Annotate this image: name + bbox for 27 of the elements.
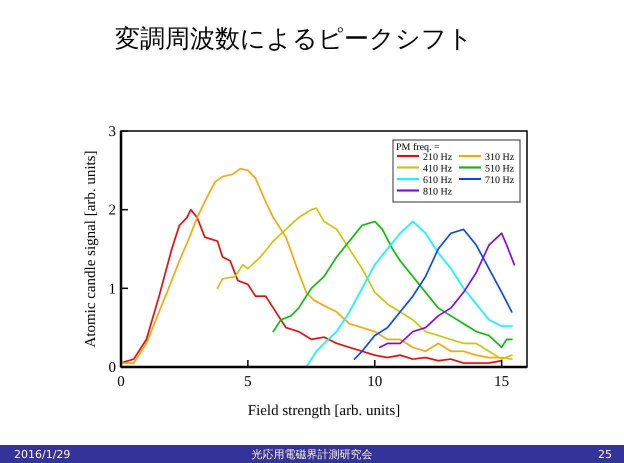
x-tick-label: 10	[367, 374, 382, 390]
legend-label: 610 Hz	[423, 175, 453, 186]
line-series	[120, 208, 502, 364]
line-series	[379, 232, 516, 348]
text: 光応用電磁界計測研究会	[252, 448, 372, 461]
line-series	[216, 207, 513, 360]
legend-title: PM freq. =	[396, 142, 440, 153]
x-tick-label: 15	[494, 374, 510, 390]
y-tick-label: 0	[108, 360, 116, 376]
legend-label: 310 Hz	[485, 152, 515, 163]
legend-label: 210 Hz	[423, 152, 453, 163]
text: 2016/1/29	[14, 448, 70, 461]
legend-label: 810 Hz	[423, 186, 453, 198]
line-series	[354, 228, 513, 360]
chart-title: 変調周波数によるピークシフト	[115, 24, 473, 53]
x-tick-label: 5	[244, 374, 252, 390]
legend-label: 510 Hz	[485, 164, 515, 174]
text: 25	[598, 448, 612, 461]
y-tick-label: 2	[108, 202, 116, 219]
line-series	[272, 220, 513, 348]
y-tick-label: 1	[108, 281, 116, 298]
legend-label: 410 Hz	[423, 164, 453, 174]
y-tick-label: 3	[108, 124, 116, 140]
x-axis-title: Field strength [arb. units]	[248, 403, 400, 419]
y-axis-title: Atomic candle signal [arb. units]	[83, 150, 99, 348]
line-series	[305, 220, 513, 368]
legend-label: 710 Hz	[485, 175, 515, 186]
